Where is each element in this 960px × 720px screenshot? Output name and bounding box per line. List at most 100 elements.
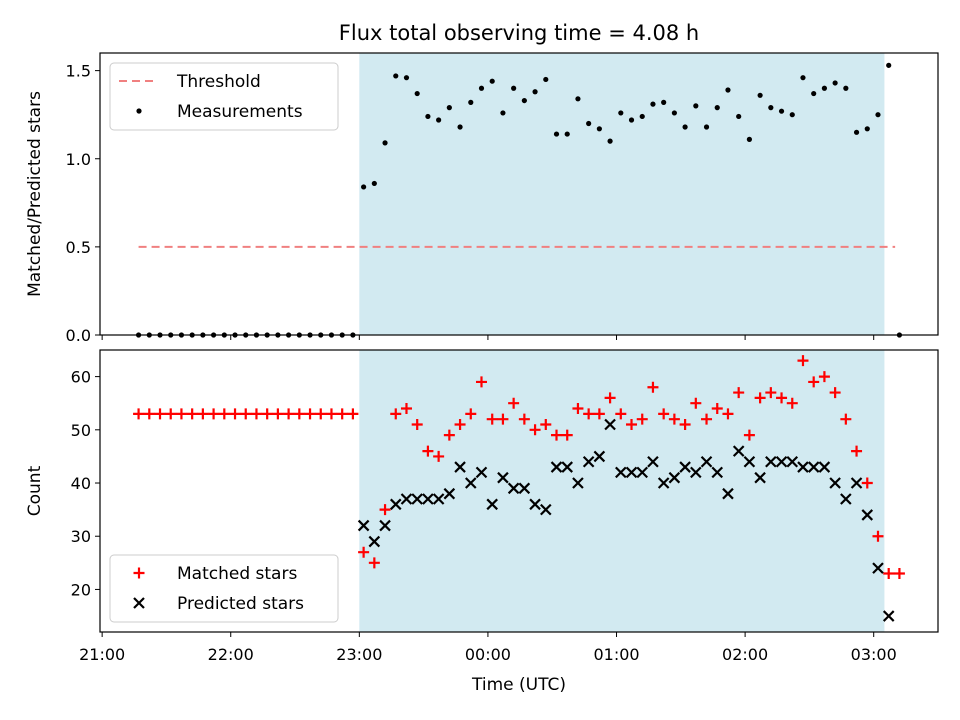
data-point [457,124,463,130]
data-point [883,567,895,579]
data-point [507,482,520,495]
data-point [358,546,370,558]
data-point [886,62,892,68]
data-point [478,85,485,91]
data-point [465,408,477,420]
x-tick-label: 21:00 [79,645,125,664]
data-point [468,99,474,105]
data-point [797,461,809,473]
data-point [357,519,370,532]
data-point [789,112,795,118]
y-tick-label: 0.0 [66,326,91,345]
data-point [746,136,752,142]
data-point [851,445,863,457]
top-panel-ratio: 0.0 0.5 1.0 1.5 Matched/Predicted stars Thres… [25,52,939,345]
data-point [639,113,645,120]
data-point [840,413,852,425]
x-tick-label: 02:00 [722,645,768,664]
legend-swatch [133,567,145,579]
data-point [732,445,745,457]
x-tick-label: 03:00 [851,645,897,664]
data-point [647,455,659,468]
data-point [829,387,841,399]
data-point [518,482,531,495]
data-point [861,477,873,489]
data-point [843,85,849,91]
data-point [786,455,799,468]
data-point [722,487,734,500]
data-point [797,355,809,367]
data-point [775,455,788,468]
y-axis-label: Count [25,465,45,516]
data-point [872,530,884,542]
data-point [403,75,410,81]
data-point [393,73,399,79]
data-point [661,99,667,105]
data-point [615,466,627,479]
data-point [818,371,830,383]
data-point [679,418,691,430]
data-point [832,80,838,86]
data-point [561,461,574,473]
data-point [508,397,520,409]
data-point [754,471,766,484]
data-point [432,493,445,505]
data-point [389,498,402,511]
x-tick-label: 01:00 [593,645,639,664]
y-axis-label: Matched/Predicted stars [25,91,45,297]
data-point [657,477,670,489]
data-point [700,455,713,468]
data-point [636,466,649,479]
data-point [379,519,391,532]
data-point [551,429,563,441]
data-point [722,408,734,420]
data-point [382,140,388,146]
bottom-panel-counts: 20 30 40 50 60 21:00 22:00 23:00 00:00 01:00 02:00… [25,349,939,695]
x-axis-label: Time (UTC) [471,675,566,695]
data-point [757,92,763,98]
data-point [240,408,252,420]
axes-frame [99,52,939,336]
data-point [564,131,570,137]
data-point [786,397,798,409]
data-point [701,413,713,425]
data-point [304,408,316,420]
data-point [361,184,367,190]
data-point [165,408,177,420]
data-point [411,493,423,505]
data-point [765,455,777,468]
data-point [443,429,455,441]
data-point [400,493,413,505]
legend-label: Threshold [176,72,261,92]
data-point [743,455,756,468]
data-point [368,557,380,569]
data-point [379,504,391,516]
data-point [711,466,724,479]
data-point [690,466,702,479]
data-point [800,75,806,81]
data-point [807,461,820,473]
data-point [454,418,466,430]
data-point [679,461,691,473]
data-point [154,408,166,420]
data-point [197,408,209,420]
data-point [743,429,755,441]
data-point [875,112,881,118]
data-point [325,408,337,420]
data-point [540,418,552,430]
data-point [422,493,434,505]
data-point [414,90,420,97]
y-tick-label: 60 [71,368,91,387]
data-point [511,85,517,91]
data-point [711,403,723,415]
data-point [778,108,785,114]
legend-box [109,62,339,131]
legend-label: Predicted stars [177,594,304,614]
data-point [497,413,509,425]
legend-swatch [133,597,145,609]
data-point [714,105,720,111]
data-point [703,124,710,130]
data-point [497,471,509,484]
data-point [596,126,602,132]
